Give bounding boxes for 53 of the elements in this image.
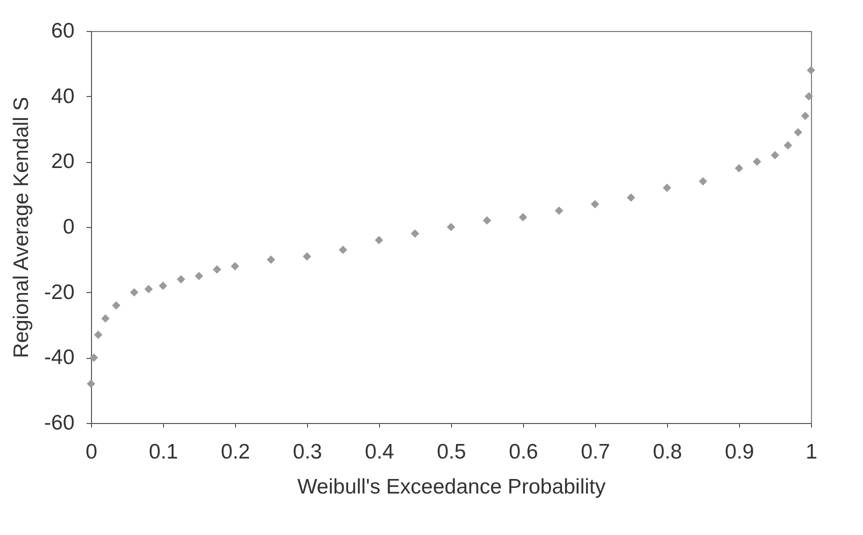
x-tick-label: 0.7 xyxy=(580,440,610,464)
x-tick-label: 0.5 xyxy=(436,440,466,464)
point xyxy=(734,164,744,172)
point xyxy=(801,112,810,120)
point xyxy=(770,150,780,160)
x-tick-label: 0.3 xyxy=(292,440,322,464)
point xyxy=(590,200,600,208)
point xyxy=(266,255,276,264)
point xyxy=(90,353,98,362)
x-axis-title: Weibull's Exceedance Probability xyxy=(297,476,606,498)
y-tick-label: -40 xyxy=(44,346,74,370)
point xyxy=(130,288,138,297)
point xyxy=(784,141,792,150)
x-tick-label: 0.9 xyxy=(724,440,754,464)
point xyxy=(554,206,564,215)
y-tick-label: -60 xyxy=(44,412,74,434)
point xyxy=(144,284,153,294)
y-axis-title: Regional Average Kendall S xyxy=(10,96,34,358)
point xyxy=(302,252,312,261)
y-tick-label: 20 xyxy=(51,150,74,174)
x-tick-label: 0.1 xyxy=(148,440,178,464)
point xyxy=(482,216,492,225)
point xyxy=(752,157,762,166)
y-tick-label: 0 xyxy=(62,216,74,238)
x-tick-label: 0.6 xyxy=(508,440,538,464)
point xyxy=(794,128,802,136)
point xyxy=(112,301,120,310)
point xyxy=(518,213,528,222)
point xyxy=(410,229,420,238)
point xyxy=(338,246,348,254)
x-tick-label: 0.8 xyxy=(652,440,682,464)
point xyxy=(176,275,186,284)
y-tick-label: 40 xyxy=(51,84,74,108)
point xyxy=(86,380,96,388)
point xyxy=(804,92,814,101)
point xyxy=(194,272,204,280)
point xyxy=(101,314,110,323)
point xyxy=(94,330,102,339)
y-tick-label: 60 xyxy=(51,20,74,42)
point xyxy=(446,222,456,232)
point xyxy=(158,282,168,290)
x-tick-label: 1 xyxy=(806,440,818,464)
x-tick-label: 0 xyxy=(86,440,98,464)
x-tick-label: 0.2 xyxy=(220,440,250,464)
x-tick-label: 0.4 xyxy=(364,440,394,464)
point xyxy=(230,262,240,270)
point xyxy=(698,177,708,186)
point xyxy=(662,184,672,192)
point xyxy=(212,265,222,274)
point xyxy=(374,236,384,244)
y-tick-label: -20 xyxy=(44,280,74,304)
point xyxy=(806,66,816,74)
point xyxy=(626,193,636,202)
